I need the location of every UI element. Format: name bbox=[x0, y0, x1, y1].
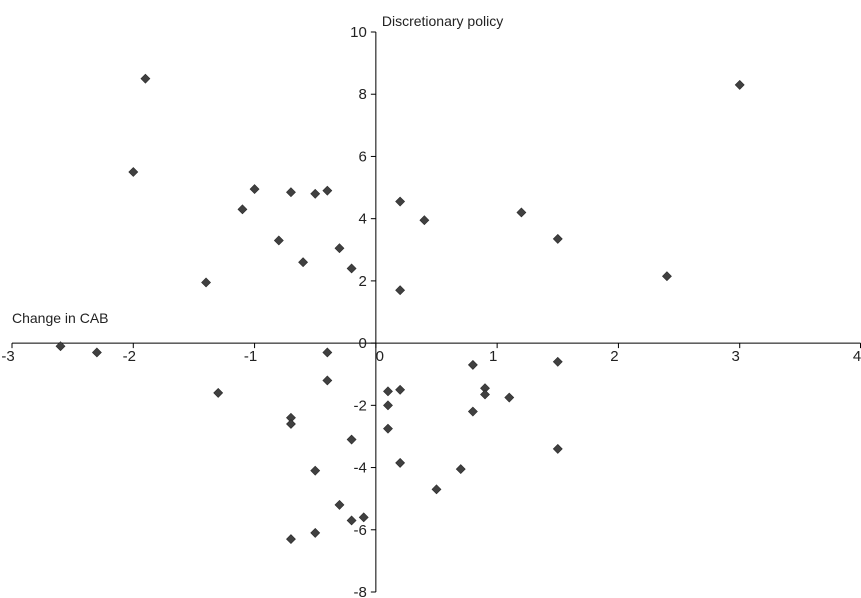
data-point bbox=[140, 73, 151, 84]
y-tick-label: 4 bbox=[359, 211, 367, 228]
data-point bbox=[383, 386, 393, 397]
data-point bbox=[286, 534, 296, 545]
x-tick-label: 4 bbox=[853, 348, 861, 365]
data-point bbox=[395, 384, 406, 395]
data-point bbox=[322, 185, 333, 196]
data-point bbox=[310, 527, 321, 538]
x-tick-label: 3 bbox=[732, 348, 740, 365]
data-point bbox=[322, 375, 333, 386]
data-point bbox=[201, 277, 211, 288]
data-point bbox=[346, 263, 357, 274]
data-point bbox=[358, 512, 369, 523]
x-tick-label: 0 bbox=[376, 348, 384, 365]
y-ticks: -8 -6 -4 -2 0 2 4 6 8 10 bbox=[350, 24, 376, 598]
y-tick-label: 0 bbox=[359, 335, 367, 352]
data-point bbox=[91, 347, 102, 358]
data-point bbox=[55, 341, 66, 352]
data-point bbox=[455, 464, 466, 475]
data-point bbox=[286, 187, 296, 198]
data-point bbox=[346, 515, 357, 526]
x-tick-label: -1 bbox=[244, 348, 257, 365]
data-point bbox=[346, 434, 357, 445]
data-point bbox=[734, 79, 745, 90]
data-point bbox=[395, 285, 406, 296]
data-point bbox=[310, 188, 321, 199]
data-point bbox=[395, 457, 406, 468]
data-point bbox=[552, 233, 563, 244]
data-points bbox=[55, 73, 745, 545]
data-point bbox=[334, 243, 345, 254]
data-point bbox=[310, 465, 321, 476]
y-axis-label: Discretionary policy bbox=[382, 13, 503, 29]
data-point bbox=[383, 400, 393, 411]
data-point bbox=[322, 347, 333, 358]
data-point bbox=[467, 359, 478, 370]
data-point bbox=[552, 443, 563, 454]
data-point bbox=[395, 196, 406, 207]
x-axis-label: Change in CAB bbox=[12, 310, 109, 326]
y-tick-label: 8 bbox=[359, 86, 367, 103]
data-point bbox=[480, 389, 490, 400]
data-point bbox=[383, 423, 393, 434]
data-point bbox=[419, 215, 430, 226]
x-tick-label: -3 bbox=[1, 348, 14, 365]
data-point bbox=[467, 406, 478, 417]
data-point bbox=[237, 204, 248, 215]
data-point bbox=[273, 235, 284, 246]
x-ticks: -3 -2 -1 0 1 2 3 4 bbox=[1, 343, 861, 365]
data-point bbox=[662, 271, 672, 282]
x-tick-label: -2 bbox=[123, 348, 136, 365]
y-tick-label: -4 bbox=[354, 460, 367, 477]
y-tick-label: 6 bbox=[359, 148, 367, 165]
data-point bbox=[286, 419, 296, 429]
data-point bbox=[552, 356, 563, 367]
y-tick-label: -6 bbox=[354, 522, 367, 539]
x-tick-label: 1 bbox=[489, 348, 497, 365]
data-point bbox=[213, 387, 224, 398]
data-point bbox=[128, 167, 139, 177]
y-tick-label: 10 bbox=[350, 24, 367, 41]
axes bbox=[12, 32, 861, 592]
data-point bbox=[516, 207, 527, 218]
data-point bbox=[249, 184, 260, 195]
data-point bbox=[504, 392, 515, 403]
y-tick-label: -8 bbox=[354, 584, 367, 598]
data-point bbox=[334, 499, 345, 510]
y-tick-label: -2 bbox=[354, 397, 367, 414]
x-tick-label: 2 bbox=[610, 348, 618, 365]
y-tick-label: 2 bbox=[359, 273, 367, 290]
data-point bbox=[431, 484, 442, 495]
data-point bbox=[298, 257, 309, 268]
